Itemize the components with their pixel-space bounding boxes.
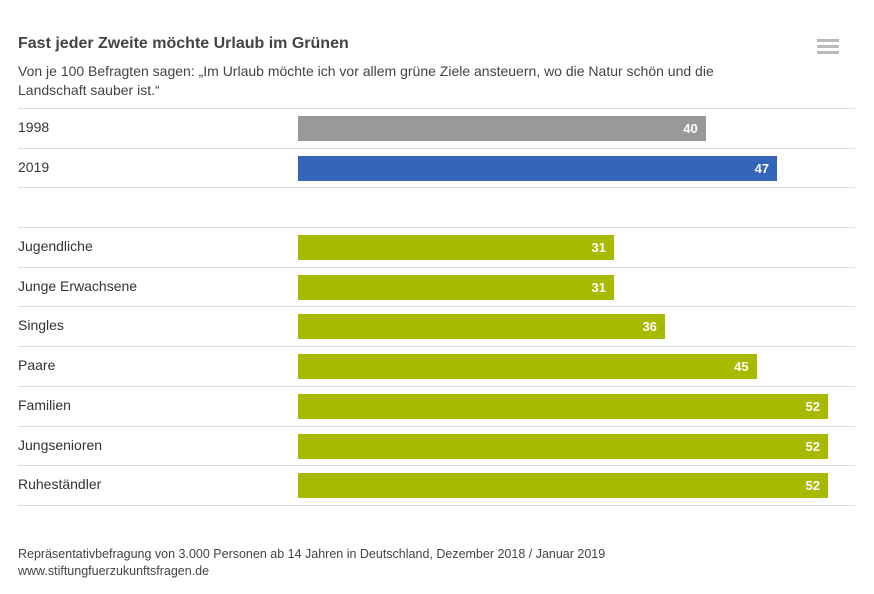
- bar[interactable]: 52: [298, 473, 828, 498]
- data-label: 47: [754, 161, 770, 176]
- row-divider: [18, 505, 855, 506]
- data-label: 52: [805, 399, 820, 414]
- data-label: 31: [591, 240, 606, 255]
- data-label: 40: [683, 121, 698, 136]
- row-divider: [18, 386, 855, 387]
- row-divider: [18, 465, 855, 466]
- row-divider: [18, 187, 855, 188]
- row-divider: [18, 426, 855, 427]
- row-divider: [18, 148, 855, 149]
- hamburger-menu-icon[interactable]: [817, 39, 839, 55]
- data-label: 45: [734, 359, 749, 374]
- row-divider: [18, 227, 855, 228]
- category-label: Singles: [18, 317, 64, 333]
- chart-subtitle: Von je 100 Befragten sagen: „Im Urlaub m…: [18, 63, 714, 98]
- category-label: Junge Erwachsene: [18, 278, 138, 294]
- data-label: 52: [805, 478, 820, 493]
- chart-title: Fast jeder Zweite möchte Urlaub im Grüne…: [18, 35, 349, 52]
- bar[interactable]: 47: [298, 156, 778, 181]
- bar[interactable]: 52: [298, 434, 828, 459]
- data-label: 52: [805, 439, 820, 454]
- category-label: Ruheständler: [18, 476, 102, 492]
- data-label: 31: [591, 280, 606, 295]
- bar[interactable]: 40: [298, 116, 706, 141]
- row-divider: [18, 267, 855, 268]
- row-divider: [18, 108, 855, 109]
- footer: Repräsentativbefragung von 3.000 Persone…: [18, 546, 605, 580]
- row-divider: [18, 346, 855, 347]
- category-label: Jungsenioren: [18, 437, 103, 453]
- bar[interactable]: 31: [298, 235, 614, 260]
- bar[interactable]: 36: [298, 314, 665, 339]
- bar[interactable]: 52: [298, 394, 828, 419]
- category-label: 2019: [18, 159, 50, 175]
- row-divider: [18, 306, 855, 307]
- category-label: Paare: [18, 357, 56, 373]
- category-label: 1998: [18, 119, 50, 135]
- source-note: Repräsentativbefragung von 3.000 Persone…: [18, 547, 606, 561]
- source-url[interactable]: www.stiftungfuerzukunftsfragen.de: [18, 564, 210, 578]
- bar[interactable]: 45: [298, 354, 757, 379]
- category-label: Familien: [18, 397, 71, 413]
- data-label: 36: [642, 319, 657, 334]
- category-label: Jugendliche: [18, 238, 93, 254]
- bar[interactable]: 31: [298, 275, 614, 300]
